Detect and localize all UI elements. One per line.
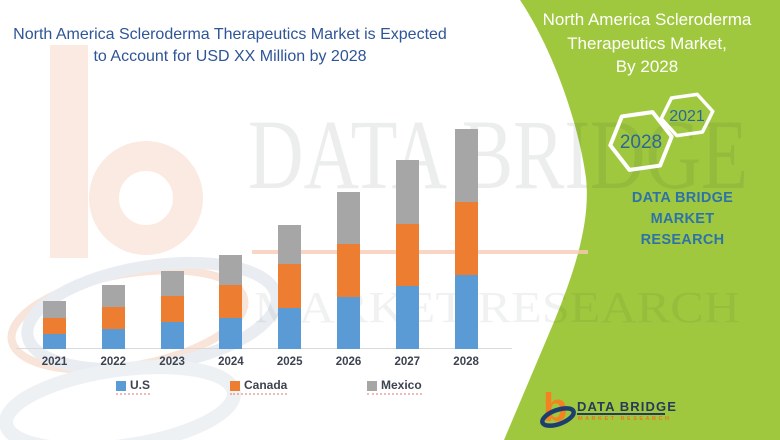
- page-title-line2: to Account for USD XX Million by 2028: [93, 47, 367, 65]
- bar-segment-us: [219, 318, 243, 349]
- x-axis-label-2028: 2028: [453, 356, 479, 368]
- legend-item-us: U.S: [116, 378, 151, 395]
- panel-title: North America Scleroderma Therapeutics M…: [536, 8, 758, 79]
- bar-segment-canada: [101, 307, 125, 329]
- page-title: North America Scleroderma Therapeutics M…: [8, 24, 452, 67]
- bar-segment-us: [337, 297, 360, 349]
- footer-brand-name: DATA BRIDGE: [577, 399, 677, 414]
- x-axis-label-2025: 2025: [276, 356, 303, 368]
- hexagon-small: [659, 92, 715, 138]
- hexagon-large-label: 2028: [620, 132, 662, 153]
- x-axis-label-2022: 2022: [100, 356, 127, 368]
- bar-segment-mexico: [278, 225, 302, 264]
- x-axis-label-2023: 2023: [159, 356, 185, 368]
- bar-segment-canada: [43, 318, 66, 334]
- bar-2025: [278, 225, 302, 349]
- panel-title-line3: By 2028: [615, 57, 679, 76]
- bar-2026: [337, 192, 360, 349]
- panel-title-line1: North America Scleroderma: [542, 10, 752, 29]
- bar-segment-us: [43, 334, 66, 349]
- bar-segment-mexico: [160, 271, 184, 296]
- bar-2023: [160, 271, 184, 349]
- footer-swoosh: [540, 406, 576, 428]
- hexagon-small-label: 2021: [669, 108, 705, 125]
- bar-segment-mexico: [337, 192, 360, 244]
- bar-segment-canada: [160, 296, 184, 322]
- footer-logo-icon: b: [540, 386, 576, 430]
- x-axis-label-2027: 2027: [394, 356, 421, 368]
- bar-2022: [101, 285, 125, 349]
- bar-2028: [454, 129, 478, 349]
- bar-segment-mexico: [101, 285, 125, 307]
- bar-segment-mexico: [219, 255, 243, 285]
- bar-segment-mexico: [454, 129, 478, 202]
- bar-segment-canada: [454, 202, 478, 275]
- panel-brand-text: DATA BRIDGE MARKET RESEARCH: [598, 188, 767, 251]
- bar-2027: [395, 160, 419, 349]
- legend-label: Canada: [244, 378, 288, 392]
- x-axis-line: [16, 348, 512, 349]
- x-axis-label-2026: 2026: [335, 356, 362, 368]
- bar-segment-us: [454, 275, 478, 349]
- watermark-sub-text: MARKET RESEARCH: [254, 283, 740, 332]
- footer-brand-underline: [577, 413, 665, 415]
- legend-label: U.S: [130, 378, 151, 392]
- x-axis-label-2021: 2021: [41, 356, 68, 368]
- legend-swatch-icon: [116, 380, 126, 391]
- x-axis-label-2024: 2024: [218, 356, 244, 368]
- legend-item-mexico: Mexico: [367, 378, 422, 395]
- panel-title-line2: Therapeutics Market,: [567, 33, 727, 53]
- footer-brand-subtitle: MARKET RESEARCH: [578, 415, 672, 422]
- page-title-line1: North America Scleroderma Therapeutics M…: [13, 26, 447, 43]
- bar-segment-us: [395, 286, 419, 349]
- bar-2024: [219, 255, 243, 349]
- watermark-underline: [252, 250, 588, 254]
- bar-segment-canada: [395, 224, 419, 286]
- bar-segment-mexico: [43, 301, 66, 318]
- watermark-logo-mark: [0, 45, 283, 440]
- panel-brand-line1: DATA BRIDGE MARKET: [631, 190, 734, 227]
- legend-item-canada: Canada: [230, 378, 288, 395]
- bar-segment-us: [160, 322, 184, 349]
- bar-segment-canada: [337, 244, 360, 297]
- bar-segment-canada: [278, 264, 302, 308]
- bar-segment-canada: [219, 285, 243, 318]
- bar-segment-mexico: [395, 160, 419, 224]
- bar-segment-us: [101, 329, 125, 349]
- bar-segment-us: [278, 308, 302, 349]
- panel-brand-line2: RESEARCH: [640, 232, 725, 248]
- bar-2021: [43, 301, 66, 349]
- legend-swatch-icon: [230, 380, 240, 391]
- legend-swatch-icon: [367, 380, 377, 391]
- hexagon-graphics: 2028 2021: [608, 92, 715, 172]
- hexagon-large: [608, 110, 674, 172]
- legend-label: Mexico: [381, 378, 422, 392]
